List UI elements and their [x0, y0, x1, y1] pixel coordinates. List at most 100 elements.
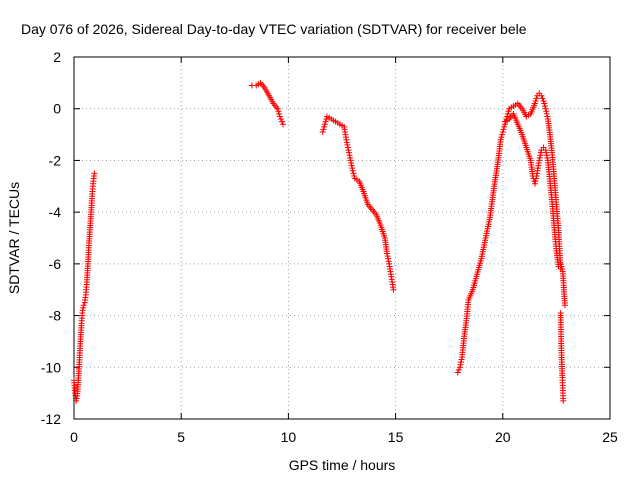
data-point: [536, 154, 543, 161]
data-point: [351, 172, 358, 179]
data-point: [543, 149, 550, 156]
data-point: [348, 160, 355, 167]
data-point: [346, 152, 353, 159]
data-point: [385, 258, 392, 265]
data-point: [543, 110, 550, 117]
data-point: [533, 172, 540, 179]
data-point: [348, 162, 355, 169]
y-tick-label: -6: [49, 256, 62, 272]
data-point: [321, 121, 328, 128]
data-point: [505, 108, 512, 115]
data-point: [349, 165, 356, 172]
y-tick-label: -10: [41, 359, 61, 375]
data-point: [541, 103, 548, 110]
data-point: [343, 139, 350, 146]
x-tick-label: 5: [177, 429, 185, 445]
data-point: [458, 356, 465, 363]
grid: [74, 57, 610, 419]
x-tick-label: 25: [602, 429, 618, 445]
data-point: [537, 149, 544, 156]
data-point: [499, 128, 506, 135]
data-point: [347, 157, 354, 164]
data-point: [504, 110, 511, 117]
data-point: [349, 167, 356, 174]
data-point: [501, 123, 508, 130]
data-point: [557, 260, 564, 267]
data-point: [559, 266, 566, 273]
chart-title: Day 076 of 2026, Sidereal Day-to-day VTE…: [21, 21, 527, 37]
data-point: [73, 397, 80, 404]
y-tick-label: -12: [41, 411, 61, 427]
data-point: [544, 113, 551, 120]
data-point: [385, 255, 392, 262]
data-point: [79, 307, 86, 314]
data-point: [280, 121, 287, 128]
data-point: [499, 131, 506, 138]
y-tick-label: -2: [49, 152, 62, 168]
data-point: [276, 113, 283, 120]
data-point: [536, 157, 543, 164]
axis-ticks: [73, 56, 611, 420]
plot-frame: [73, 56, 611, 420]
data-point: [454, 369, 461, 376]
data-point: [274, 105, 281, 112]
data-point: [347, 154, 354, 161]
data-point: [533, 95, 540, 102]
data-point: [541, 100, 548, 107]
data-point: [498, 134, 505, 141]
data-point: [277, 116, 284, 123]
y-tick-label: -8: [49, 308, 62, 324]
y-tick-label: -4: [49, 204, 62, 220]
data-point: [80, 302, 87, 309]
data-point: [323, 116, 330, 123]
data-point: [345, 147, 352, 154]
data-point: [532, 97, 539, 104]
data-point: [457, 361, 464, 368]
x-tick-label: 0: [70, 429, 78, 445]
data-point: [384, 253, 391, 260]
data-point: [456, 364, 463, 371]
data-point: [343, 136, 350, 143]
data-point: [350, 170, 357, 177]
data-point: [531, 100, 538, 107]
data-point: [542, 105, 549, 112]
data-point: [540, 97, 547, 104]
data-point: [91, 170, 98, 177]
data-point: [537, 152, 544, 159]
tick-labels: 0 5 10 15 20 25 -12 -10 -8 -6 -4 -2 0 2: [41, 49, 618, 445]
data-point: [384, 250, 391, 257]
data-point: [457, 359, 464, 366]
data-point: [532, 178, 539, 185]
data-point: [73, 395, 80, 402]
data-point: [390, 286, 397, 293]
data-point: [278, 118, 285, 125]
data-point: [80, 304, 87, 311]
data-point: [560, 397, 567, 404]
data-point: [319, 128, 326, 135]
data-marks: [71, 79, 568, 404]
data-point: [321, 123, 328, 130]
data-point: [542, 147, 549, 154]
data-point: [345, 149, 352, 156]
x-tick-label: 15: [388, 429, 404, 445]
x-axis-label: GPS time / hours: [289, 457, 396, 473]
data-point: [455, 366, 462, 373]
data-point: [531, 180, 538, 187]
data-point: [558, 263, 565, 270]
data-point: [538, 92, 545, 99]
data-point: [322, 118, 329, 125]
data-point: [275, 108, 282, 115]
y-tick-label: 2: [53, 49, 61, 65]
data-point: [344, 141, 351, 148]
data-point: [500, 126, 507, 133]
y-axis-label: SDTVAR / TECUs: [6, 182, 22, 294]
data-point: [543, 108, 550, 115]
data-point: [539, 95, 546, 102]
data-point: [561, 302, 568, 309]
data-point: [497, 136, 504, 143]
x-tick-label: 20: [495, 429, 511, 445]
data-point: [543, 152, 550, 159]
data-point: [544, 154, 551, 161]
data-point: [344, 144, 351, 151]
